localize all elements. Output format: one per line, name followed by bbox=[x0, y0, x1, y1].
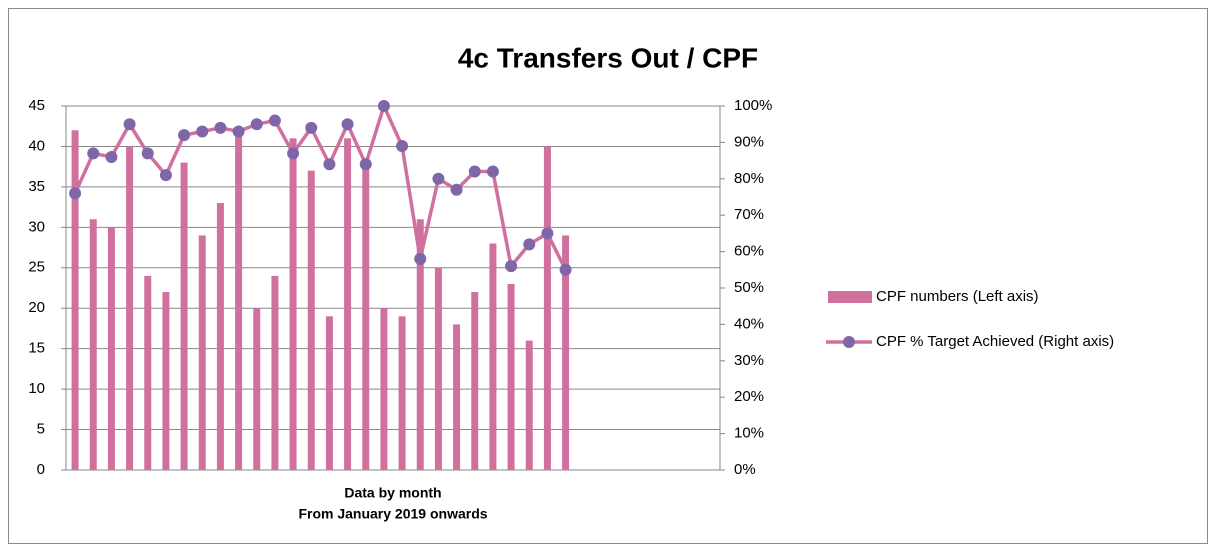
bar bbox=[126, 146, 134, 470]
legend-label: CPF % Target Achieved (Right axis) bbox=[876, 333, 1114, 350]
bar bbox=[344, 138, 352, 470]
y-tick-label: 20 bbox=[28, 299, 45, 316]
bar bbox=[380, 308, 388, 470]
y2-tick-label: 80% bbox=[734, 170, 764, 187]
line-marker bbox=[87, 147, 100, 160]
y-tick-label: 15 bbox=[28, 340, 45, 357]
bar bbox=[325, 316, 333, 470]
y2-tick-label: 50% bbox=[734, 279, 764, 296]
line-marker bbox=[250, 118, 263, 131]
line-marker bbox=[432, 172, 445, 185]
line-marker bbox=[305, 121, 318, 134]
line-marker bbox=[159, 169, 172, 182]
bar bbox=[525, 340, 533, 470]
line-marker bbox=[214, 121, 227, 134]
line-marker bbox=[377, 100, 390, 112]
line-marker bbox=[123, 118, 136, 131]
bar bbox=[489, 243, 497, 470]
bar bbox=[144, 275, 152, 470]
y2-tick-label: 10% bbox=[734, 425, 764, 442]
bar bbox=[289, 138, 297, 470]
bar bbox=[416, 219, 424, 470]
line-marker bbox=[141, 147, 154, 160]
y-tick-label: 5 bbox=[37, 421, 45, 438]
bar bbox=[543, 146, 551, 470]
line-marker bbox=[69, 187, 82, 200]
x-axis-subtitle: From January 2019 onwards bbox=[298, 506, 487, 522]
bar bbox=[216, 203, 224, 471]
line-marker bbox=[486, 165, 499, 178]
line-marker bbox=[323, 158, 336, 171]
y2-tick-label: 40% bbox=[734, 315, 764, 332]
line-marker bbox=[541, 227, 554, 240]
line-marker bbox=[196, 125, 209, 138]
bar bbox=[362, 162, 370, 470]
bar bbox=[162, 292, 170, 470]
bar bbox=[562, 235, 570, 470]
y-tick-label: 40 bbox=[28, 137, 45, 154]
y2-tick-label: 60% bbox=[734, 243, 764, 260]
line-marker bbox=[232, 125, 245, 138]
bar bbox=[471, 292, 479, 470]
line-marker bbox=[396, 140, 409, 153]
line-marker bbox=[178, 129, 191, 142]
bar bbox=[71, 130, 79, 470]
bar bbox=[107, 227, 115, 470]
bar bbox=[89, 219, 97, 470]
y-tick-label: 35 bbox=[28, 178, 45, 195]
y2-tick-label: 0% bbox=[734, 461, 756, 478]
line bbox=[73, 101, 568, 271]
x-axis-title: Data by month bbox=[344, 485, 441, 501]
bar bbox=[507, 283, 515, 470]
line-marker bbox=[105, 150, 118, 163]
bar bbox=[235, 130, 243, 470]
line-marker bbox=[450, 183, 463, 196]
y2-tick-label: 70% bbox=[734, 206, 764, 223]
y-tick-label: 10 bbox=[28, 380, 45, 397]
y2-tick-label: 100% bbox=[734, 97, 772, 114]
line-marker bbox=[414, 252, 427, 265]
y2-tick-label: 20% bbox=[734, 388, 764, 405]
y-tick-label: 25 bbox=[28, 259, 45, 276]
bar bbox=[307, 170, 315, 470]
bar bbox=[271, 275, 279, 470]
chart-title: 4c Transfers Out / CPF bbox=[458, 42, 758, 73]
chart-frame bbox=[8, 8, 1208, 544]
line-marker bbox=[523, 238, 536, 251]
bar bbox=[180, 162, 188, 470]
bar bbox=[453, 324, 461, 470]
y-tick-label: 30 bbox=[28, 218, 45, 235]
bar bbox=[253, 308, 261, 470]
y-tick-label: 45 bbox=[28, 97, 45, 114]
bar bbox=[434, 267, 442, 470]
line-marker bbox=[341, 118, 354, 131]
bar bbox=[198, 235, 206, 470]
line-marker bbox=[359, 158, 372, 171]
y-tick-label: 0 bbox=[37, 461, 45, 478]
legend-swatch bbox=[828, 291, 872, 303]
bar bbox=[398, 316, 406, 470]
line-marker bbox=[468, 165, 481, 178]
line-marker bbox=[505, 260, 518, 273]
legend-swatch bbox=[843, 336, 855, 348]
line-marker bbox=[287, 147, 300, 160]
legend-label: CPF numbers (Left axis) bbox=[876, 288, 1039, 305]
y2-tick-label: 90% bbox=[734, 133, 764, 150]
y2-tick-label: 30% bbox=[734, 352, 764, 369]
line-marker bbox=[559, 263, 572, 276]
line-marker bbox=[268, 114, 281, 127]
